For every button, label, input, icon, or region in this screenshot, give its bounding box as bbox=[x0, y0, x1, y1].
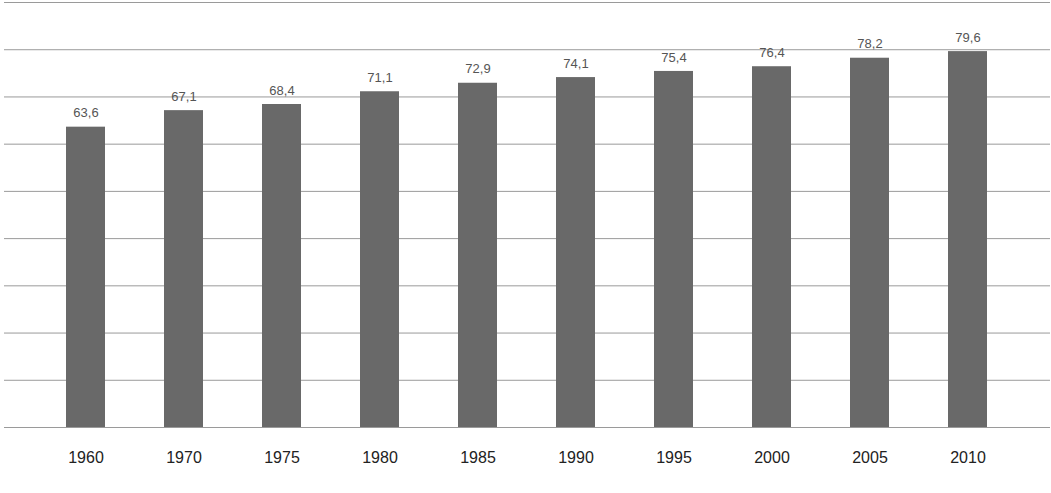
svg-text:1995: 1995 bbox=[656, 449, 692, 466]
svg-text:1975: 1975 bbox=[264, 449, 300, 466]
svg-text:74,1: 74,1 bbox=[563, 56, 588, 71]
svg-text:2000: 2000 bbox=[754, 449, 790, 466]
svg-text:79,6: 79,6 bbox=[955, 30, 980, 45]
svg-text:71,1: 71,1 bbox=[367, 70, 392, 85]
svg-text:1990: 1990 bbox=[558, 449, 594, 466]
svg-text:68,4: 68,4 bbox=[269, 83, 294, 98]
svg-text:67,1: 67,1 bbox=[171, 89, 196, 104]
svg-text:75,4: 75,4 bbox=[661, 50, 686, 65]
svg-text:2010: 2010 bbox=[950, 449, 986, 466]
svg-text:1970: 1970 bbox=[166, 449, 202, 466]
svg-text:76,4: 76,4 bbox=[759, 45, 784, 60]
svg-text:1960: 1960 bbox=[68, 449, 104, 466]
svg-text:63,6: 63,6 bbox=[73, 105, 98, 120]
svg-text:2005: 2005 bbox=[852, 449, 888, 466]
svg-text:78,2: 78,2 bbox=[857, 36, 882, 51]
svg-text:1980: 1980 bbox=[362, 449, 398, 466]
svg-text:1985: 1985 bbox=[460, 449, 496, 466]
svg-text:72,9: 72,9 bbox=[465, 61, 490, 76]
